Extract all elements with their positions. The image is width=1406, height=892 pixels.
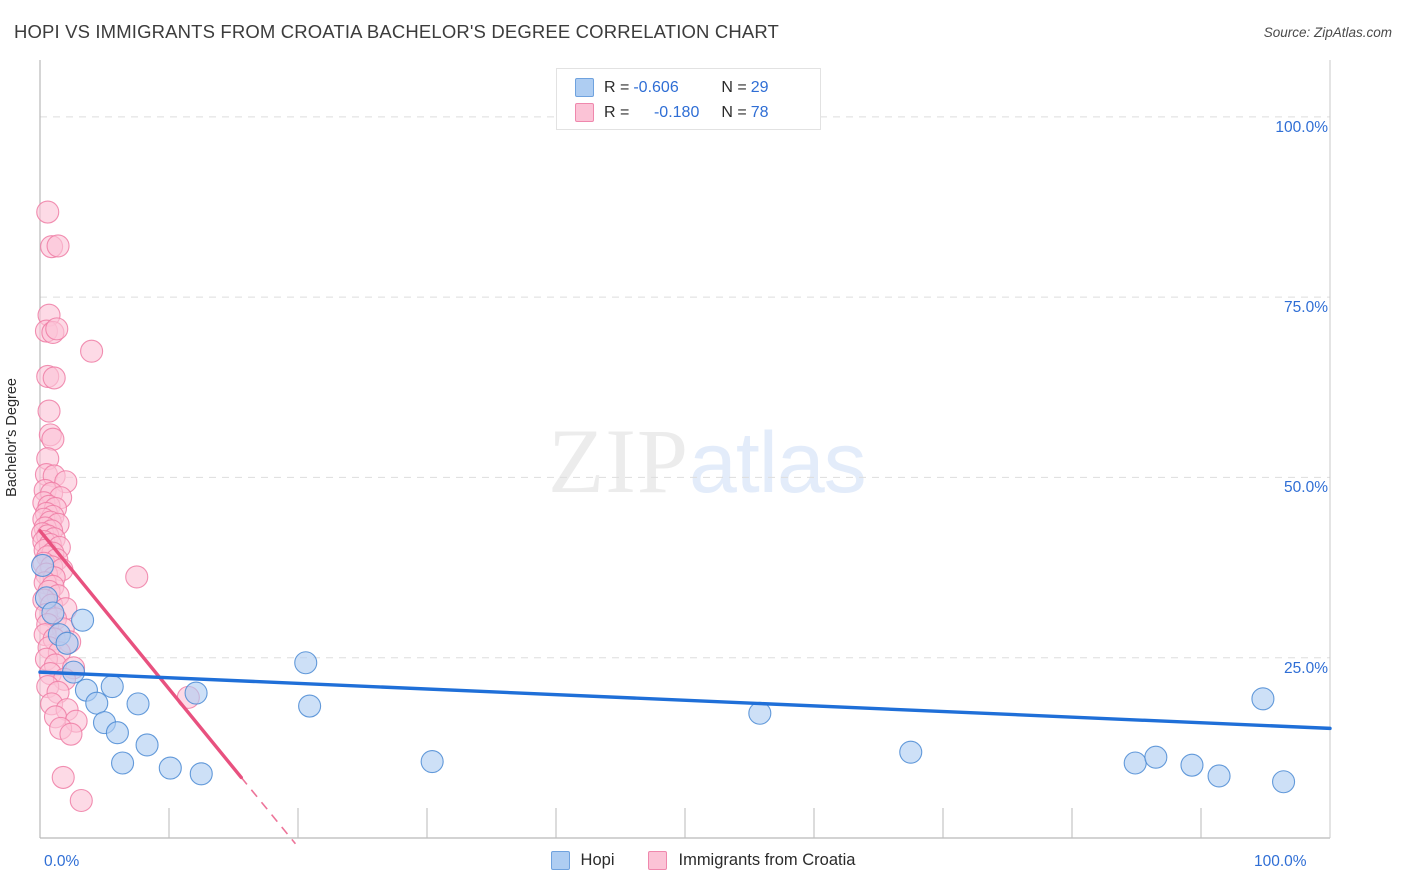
data-point[interactable]	[105, 721, 129, 745]
data-point[interactable]	[1123, 751, 1147, 775]
x-tick-label-max: 100.0%	[1254, 853, 1307, 870]
r-value: -0.180	[653, 103, 700, 121]
y-tick-label: 25.0%	[1284, 659, 1328, 677]
data-point[interactable]	[46, 234, 70, 258]
series-color-swatch	[575, 103, 594, 122]
legend-item-hopi[interactable]: Hopi	[550, 851, 615, 870]
data-point[interactable]	[51, 765, 75, 789]
data-point[interactable]	[111, 751, 135, 775]
plot-area	[31, 60, 1332, 845]
data-point[interactable]	[294, 651, 318, 675]
y-tick-label: 50.0%	[1284, 479, 1328, 497]
data-point[interactable]	[42, 366, 66, 390]
data-point[interactable]	[158, 756, 182, 780]
r-label: R =	[604, 103, 630, 121]
data-point[interactable]	[184, 681, 208, 705]
data-point[interactable]	[126, 692, 150, 716]
stat-row: R = -0.606 N = 29	[575, 75, 810, 100]
series-color-swatch	[575, 78, 594, 97]
data-point[interactable]	[41, 427, 65, 451]
r-value: -0.606	[633, 78, 679, 96]
data-point[interactable]	[55, 631, 79, 655]
trend-line-extension	[240, 776, 297, 845]
data-point[interactable]	[85, 691, 109, 715]
data-point[interactable]	[1272, 770, 1296, 794]
data-point[interactable]	[1207, 764, 1231, 788]
stat-row: R = -0.180 N = 78	[575, 100, 810, 125]
legend-color-swatch	[550, 851, 570, 870]
data-point[interactable]	[37, 399, 61, 423]
data-point[interactable]	[135, 733, 159, 757]
data-point[interactable]	[69, 788, 93, 813]
scatter-plot-svg	[31, 60, 1332, 845]
data-point[interactable]	[45, 317, 69, 341]
y-axis-title: Bachelor's Degree	[4, 378, 20, 497]
correlation-stats-box: R = -0.606 N = 29 R = -0.180 N = 78	[556, 68, 821, 130]
data-point[interactable]	[189, 762, 213, 786]
source-attribution: Source: ZipAtlas.com	[1263, 25, 1392, 40]
data-point[interactable]	[899, 740, 923, 764]
data-point[interactable]	[41, 601, 65, 625]
legend-label: Hopi	[580, 851, 615, 869]
data-point[interactable]	[80, 339, 104, 363]
data-point[interactable]	[1180, 753, 1204, 777]
legend-color-swatch	[648, 851, 668, 870]
n-label: N =	[721, 103, 747, 121]
page-title: HOPI VS IMMIGRANTS FROM CROATIA BACHELOR…	[14, 21, 779, 42]
n-label: N =	[721, 78, 747, 96]
data-point[interactable]	[1144, 745, 1168, 769]
y-tick-label: 100.0%	[1275, 118, 1328, 136]
data-point[interactable]	[100, 675, 124, 699]
data-point[interactable]	[125, 565, 149, 589]
r-label: R =	[604, 78, 630, 96]
legend-label: Immigrants from Croatia	[678, 851, 856, 869]
series-points-hopi	[31, 553, 1296, 794]
trend-line-hopi	[38, 670, 1332, 731]
y-tick-label: 75.0%	[1284, 299, 1328, 317]
data-point[interactable]	[298, 694, 322, 718]
data-point[interactable]	[420, 750, 444, 774]
data-point[interactable]	[1251, 687, 1275, 711]
n-value: 78	[750, 103, 769, 121]
series-legend: Hopi Immigrants from Croatia	[0, 851, 1406, 870]
x-tick-label-min: 0.0%	[44, 853, 80, 870]
data-point[interactable]	[31, 553, 55, 577]
legend-item-immigrants-from-croatia[interactable]: Immigrants from Croatia	[648, 851, 855, 870]
data-point[interactable]	[59, 722, 83, 746]
data-point[interactable]	[36, 200, 60, 224]
n-value: 29	[750, 78, 769, 96]
trend-line-immigrants-from-croatia	[38, 529, 243, 780]
data-point[interactable]	[71, 608, 95, 632]
